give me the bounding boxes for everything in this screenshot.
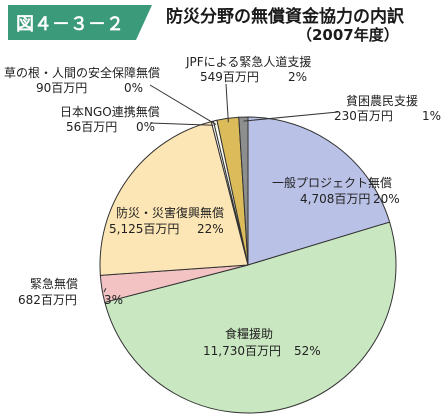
slice-disaster bbox=[99, 121, 249, 276]
label-disaster-name: 防災・災害復興無償 bbox=[116, 205, 224, 220]
label-grassroots-name: 草の根・人間の安全保障無償 bbox=[4, 65, 160, 80]
label-grassroots-value: 90百万円 bbox=[36, 81, 87, 95]
label-disaster-value: 5,125百万円 bbox=[109, 222, 179, 236]
label-emergency-name: 緊急無償 bbox=[30, 276, 78, 291]
label-food-value: 11,730百万円 bbox=[203, 344, 281, 358]
label-disaster-percent: 22% bbox=[197, 222, 224, 236]
label-jpf-value: 549百万円 bbox=[200, 70, 259, 84]
label-ippan-name: 一般プロジェクト無償 bbox=[272, 175, 392, 190]
slice-poverty bbox=[238, 116, 249, 266]
leader-lines bbox=[103, 83, 339, 293]
label-poverty-value: 230百万円 bbox=[334, 109, 393, 123]
figure-number-band bbox=[8, 5, 152, 40]
chart-subtitle: （2007年度） bbox=[297, 26, 399, 44]
leader-jpf bbox=[225, 83, 229, 123]
figure-number: 図４－３－２ bbox=[16, 14, 124, 35]
leader-poverty bbox=[243, 111, 339, 122]
label-ngo-value: 56百万円 bbox=[66, 120, 117, 134]
label-ippan-percent: 20% bbox=[373, 192, 400, 206]
leader-emergency bbox=[103, 288, 107, 293]
slice-food bbox=[104, 221, 397, 414]
label-ngo-name: 日本NGO連携無償 bbox=[60, 104, 160, 119]
label-emergency-value: 682百万円 bbox=[18, 293, 77, 307]
slice-ippan bbox=[247, 116, 391, 266]
leader-grassroots bbox=[149, 84, 217, 126]
label-jpf-name: JPFによる緊急人道支援 bbox=[185, 54, 311, 69]
label-food-name: 食糧援助 bbox=[225, 326, 273, 341]
slice-labels: 一般プロジェクト無償 4,708百万円 20% 食糧援助 11,730百万円 5… bbox=[4, 54, 441, 358]
label-ngo-percent: 0% bbox=[136, 120, 155, 134]
label-food-percent: 52% bbox=[294, 344, 321, 358]
label-poverty-percent: 1% bbox=[422, 109, 441, 123]
label-ippan-value: 4,708百万円 bbox=[300, 192, 370, 206]
label-poverty-name: 貧困農民支援 bbox=[346, 94, 418, 108]
leader-ngo bbox=[149, 122, 214, 126]
label-emergency-percent: 3% bbox=[104, 293, 123, 307]
pie-slices bbox=[99, 116, 397, 414]
label-grassroots-percent: 0% bbox=[124, 81, 143, 95]
label-jpf-percent: 2% bbox=[288, 70, 307, 84]
chart-title: 防災分野の無償資金協力の内訳 bbox=[166, 6, 405, 27]
figure-header: 図４－３－２ 防災分野の無償資金協力の内訳 （2007年度） bbox=[8, 5, 405, 44]
